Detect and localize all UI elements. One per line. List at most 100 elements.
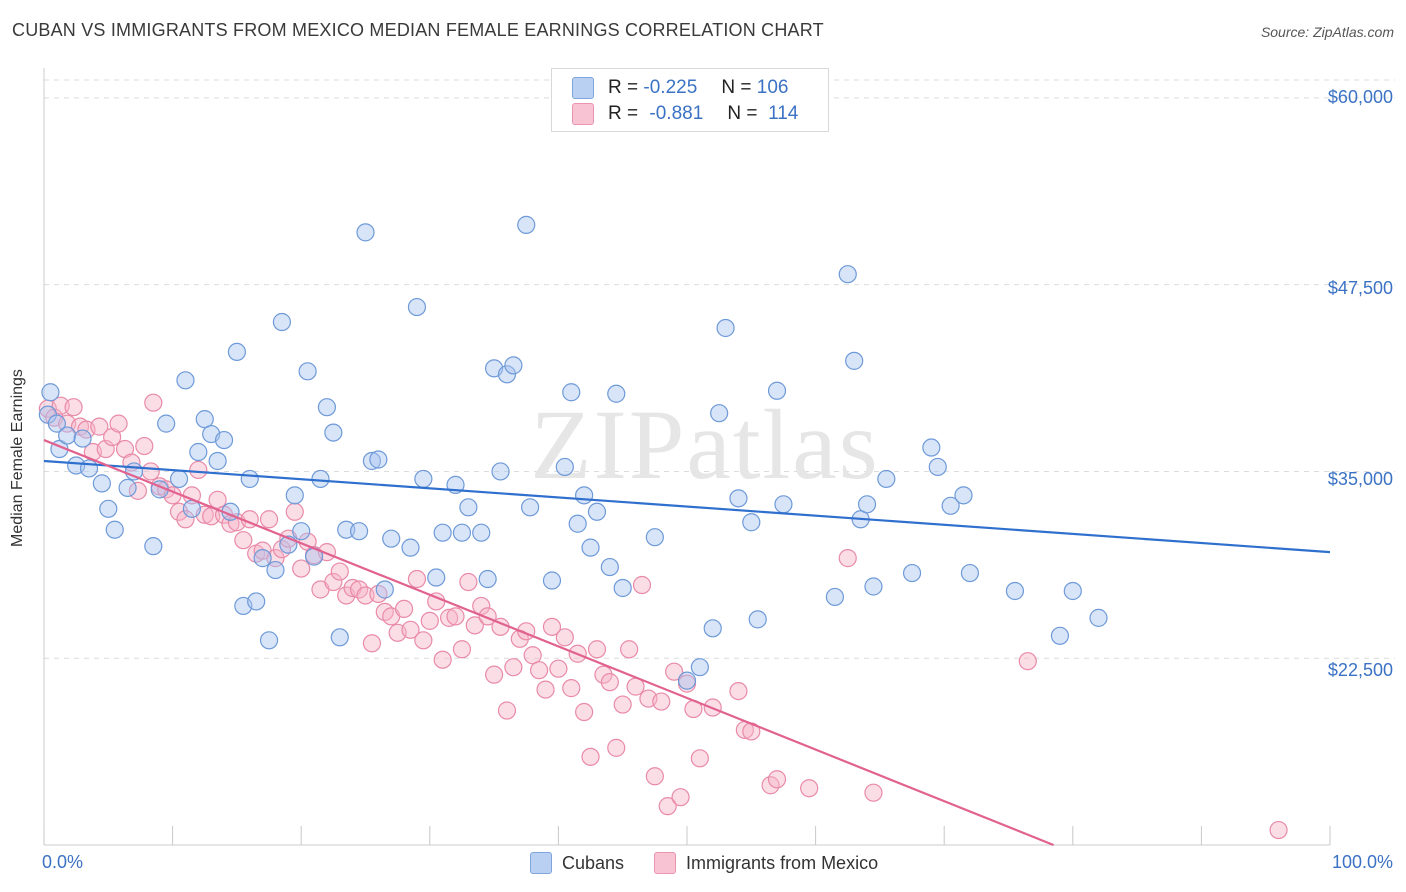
legend-row-mexico: R = -0.881 N = 114 — [572, 102, 798, 126]
cuban-point — [504, 356, 523, 375]
cuban-point — [954, 486, 973, 505]
x-tick-label-right: 100.0% — [1331, 852, 1393, 872]
cuban-point — [214, 430, 234, 450]
y-axis-label: Median Female Earnings — [9, 369, 26, 547]
mexico-point — [109, 414, 128, 433]
mexico-point — [292, 559, 311, 578]
cuban-point — [240, 469, 259, 489]
mexico-point — [330, 562, 349, 581]
cuban-point — [581, 538, 600, 557]
cuban-point — [349, 522, 369, 541]
mexico-point — [324, 572, 343, 592]
cuban-point — [767, 381, 787, 400]
cuban-point — [677, 671, 697, 690]
cuban-point — [587, 502, 607, 521]
cuban-point — [1089, 608, 1108, 627]
mexico-point — [176, 510, 195, 529]
cuban-point — [472, 523, 491, 542]
cubans-swatch — [572, 77, 594, 99]
cuban-point — [960, 563, 980, 583]
mexico-point — [600, 673, 619, 692]
cuban-point — [568, 514, 587, 533]
legend-label: Cubans — [562, 852, 625, 873]
y-tick-label: $60,000 — [1327, 87, 1393, 107]
mexico-point — [620, 640, 639, 659]
mexico-point — [128, 481, 147, 500]
cuban-point — [600, 557, 619, 577]
legend-item-cubans: Cubans — [530, 852, 624, 874]
mexico-swatch — [654, 852, 677, 874]
cuban-point — [362, 451, 382, 471]
cuban-point — [497, 365, 517, 384]
r-value: -0.225 — [643, 77, 698, 98]
cuban-point — [427, 568, 446, 587]
cuban-point — [825, 587, 844, 607]
mexico-point — [729, 681, 748, 701]
cuban-point — [105, 520, 124, 539]
series-legend: Cubans Immigrants from Mexico — [530, 852, 908, 874]
cuban-point — [356, 223, 375, 242]
cuban-point — [1005, 581, 1025, 601]
mexico-swatch — [572, 103, 594, 125]
cuban-point — [324, 423, 343, 442]
n-value: 106 — [756, 77, 789, 98]
mexico-point — [285, 502, 304, 521]
cuban-point — [272, 312, 292, 332]
cuban-point — [857, 495, 877, 514]
cuban-point — [92, 474, 111, 493]
cuban-point — [118, 478, 137, 497]
cuban-point — [99, 499, 118, 518]
mexico-point — [90, 417, 109, 436]
mexico-point — [562, 679, 581, 698]
cuban-point — [433, 523, 452, 542]
cuban-point — [690, 658, 709, 677]
cuban-point — [189, 442, 208, 462]
cuban-point — [58, 426, 77, 445]
mexico-point — [259, 510, 279, 529]
cuban-point — [838, 265, 857, 284]
cuban-point — [710, 404, 729, 423]
cubans-trend-line — [43, 459, 1331, 554]
cubans-swatch — [530, 852, 552, 874]
mexico-point — [420, 611, 439, 630]
legend-item-mexico: Immigrants from Mexico — [654, 852, 878, 874]
mexico-point — [530, 661, 549, 680]
mexico-point — [542, 617, 562, 636]
mexico-point — [497, 701, 517, 720]
cuban-point — [407, 297, 427, 317]
mexico-point — [452, 640, 472, 659]
mexico-point — [401, 620, 420, 639]
cuban-point — [259, 631, 279, 650]
mexico-point — [465, 616, 484, 635]
cuban-point — [459, 498, 478, 517]
n-value: 114 — [768, 103, 799, 124]
cuban-point — [864, 577, 883, 596]
cuban-point — [157, 414, 176, 433]
cuban-point — [176, 371, 195, 390]
mexico-point — [135, 436, 154, 456]
r-label: R = — [608, 77, 639, 98]
cuban-point — [742, 513, 761, 532]
cuban-point — [253, 549, 272, 568]
cuban-point — [877, 469, 896, 489]
cuban-point — [491, 462, 510, 481]
legend-label: Immigrants from Mexico — [686, 852, 879, 873]
cuban-point — [521, 498, 540, 517]
cuban-point — [542, 571, 562, 590]
n-label: N = — [721, 77, 752, 98]
cuban-point — [716, 318, 735, 338]
cuban-point — [645, 528, 664, 547]
cuban-point — [382, 529, 401, 548]
cuban-point — [47, 414, 66, 433]
mexico-point — [446, 607, 465, 626]
gridlines — [44, 79, 1395, 659]
mexico-point — [549, 659, 568, 678]
cuban-point — [922, 438, 941, 457]
mexico-trend-line — [43, 439, 1054, 847]
mexico-point — [362, 634, 382, 653]
trend-lines — [43, 439, 1331, 847]
cuban-point — [748, 610, 767, 629]
mexico-point — [665, 662, 684, 681]
cuban-point — [517, 215, 536, 234]
